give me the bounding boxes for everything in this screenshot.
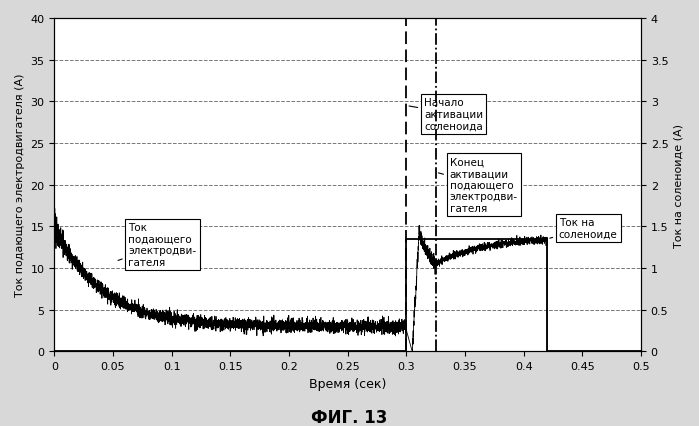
- Text: Начало
активации
соленоида: Начало активации соленоида: [409, 98, 483, 131]
- Text: Ток
подающего
электродви-
гателя: Ток подающего электродви- гателя: [118, 223, 196, 268]
- Text: Ток на
соленоиде: Ток на соленоиде: [550, 218, 618, 239]
- Y-axis label: Ток подающего электродвигателя (А): Ток подающего электродвигателя (А): [15, 74, 25, 297]
- Text: Конец
активации
подающего
электродви-
гателя: Конец активации подающего электродви- га…: [438, 157, 518, 213]
- X-axis label: Время (сек): Время (сек): [309, 377, 387, 390]
- Text: ФИГ. 13: ФИГ. 13: [311, 408, 388, 426]
- Y-axis label: Ток на соленоиде (А): Ток на соленоиде (А): [674, 124, 684, 247]
